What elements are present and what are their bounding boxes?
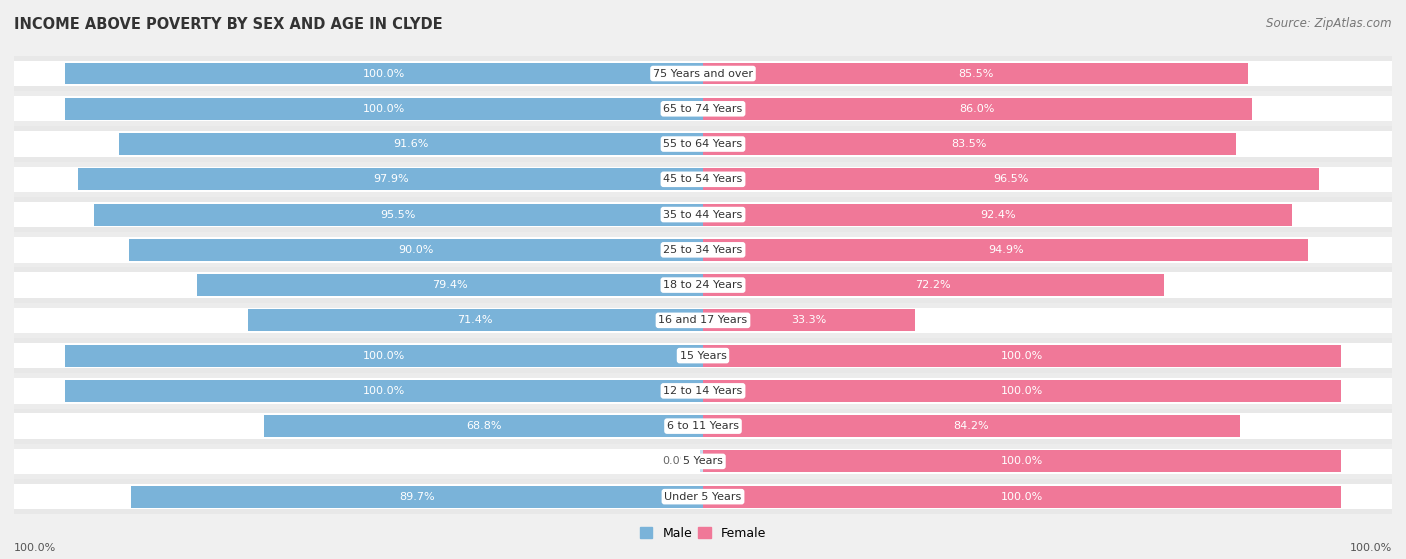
Bar: [1, 91, 1405, 126]
Bar: [703, 310, 915, 331]
Bar: [1, 162, 1405, 197]
Bar: [703, 63, 1249, 84]
Bar: [1, 444, 1405, 479]
Text: 0.0%: 0.0%: [662, 456, 690, 466]
Bar: [1, 237, 1405, 263]
Text: 92.4%: 92.4%: [980, 210, 1015, 220]
Text: 71.4%: 71.4%: [457, 315, 494, 325]
Text: 100.0%: 100.0%: [363, 104, 405, 114]
Bar: [703, 133, 1236, 155]
Bar: [65, 380, 703, 402]
Bar: [703, 415, 1240, 437]
Bar: [65, 345, 703, 367]
Text: 33.3%: 33.3%: [792, 315, 827, 325]
Bar: [1, 303, 1405, 338]
Text: 95.5%: 95.5%: [381, 210, 416, 220]
Bar: [118, 133, 703, 155]
Text: 89.7%: 89.7%: [399, 492, 434, 501]
Bar: [1, 484, 1405, 509]
Text: 15 Years: 15 Years: [679, 350, 727, 361]
Text: 72.2%: 72.2%: [915, 280, 950, 290]
Bar: [703, 203, 1292, 225]
Text: 25 to 34 Years: 25 to 34 Years: [664, 245, 742, 255]
Bar: [197, 274, 703, 296]
Text: 100.0%: 100.0%: [14, 543, 56, 553]
Bar: [1, 479, 1405, 514]
Text: 100.0%: 100.0%: [363, 386, 405, 396]
Legend: Male, Female: Male, Female: [636, 522, 770, 544]
Bar: [700, 451, 703, 472]
Text: 16 and 17 Years: 16 and 17 Years: [658, 315, 748, 325]
Text: 6 to 11 Years: 6 to 11 Years: [666, 421, 740, 431]
Bar: [247, 310, 703, 331]
Bar: [1, 232, 1405, 267]
Text: 100.0%: 100.0%: [363, 350, 405, 361]
Text: 97.9%: 97.9%: [373, 174, 409, 184]
Bar: [1, 272, 1405, 298]
Bar: [703, 168, 1319, 190]
Bar: [703, 98, 1251, 120]
Bar: [79, 168, 703, 190]
Bar: [65, 98, 703, 120]
Text: 96.5%: 96.5%: [993, 174, 1028, 184]
Bar: [1, 338, 1405, 373]
Text: 84.2%: 84.2%: [953, 421, 990, 431]
Text: 83.5%: 83.5%: [952, 139, 987, 149]
Bar: [1, 96, 1405, 121]
Text: 100.0%: 100.0%: [1350, 543, 1392, 553]
Bar: [129, 239, 703, 260]
Bar: [1, 373, 1405, 409]
Bar: [703, 486, 1341, 508]
Text: 45 to 54 Years: 45 to 54 Years: [664, 174, 742, 184]
Bar: [1, 167, 1405, 192]
Bar: [1, 378, 1405, 404]
Text: Source: ZipAtlas.com: Source: ZipAtlas.com: [1267, 17, 1392, 30]
Bar: [1, 307, 1405, 333]
Bar: [1, 202, 1405, 228]
Bar: [1, 414, 1405, 439]
Text: 68.8%: 68.8%: [465, 421, 502, 431]
Text: 5 Years: 5 Years: [683, 456, 723, 466]
Bar: [703, 345, 1341, 367]
Text: 12 to 14 Years: 12 to 14 Years: [664, 386, 742, 396]
Bar: [1, 449, 1405, 474]
Text: 18 to 24 Years: 18 to 24 Years: [664, 280, 742, 290]
Text: 65 to 74 Years: 65 to 74 Years: [664, 104, 742, 114]
Text: 94.9%: 94.9%: [988, 245, 1024, 255]
Text: 79.4%: 79.4%: [432, 280, 468, 290]
Bar: [703, 239, 1309, 260]
Bar: [1, 61, 1405, 86]
Text: 35 to 44 Years: 35 to 44 Years: [664, 210, 742, 220]
Text: 100.0%: 100.0%: [1001, 386, 1043, 396]
Bar: [94, 203, 703, 225]
Text: 86.0%: 86.0%: [960, 104, 995, 114]
Bar: [1, 197, 1405, 232]
Bar: [703, 451, 1341, 472]
Text: 55 to 64 Years: 55 to 64 Years: [664, 139, 742, 149]
Text: 91.6%: 91.6%: [394, 139, 429, 149]
Text: INCOME ABOVE POVERTY BY SEX AND AGE IN CLYDE: INCOME ABOVE POVERTY BY SEX AND AGE IN C…: [14, 17, 443, 32]
Bar: [1, 343, 1405, 368]
Bar: [264, 415, 703, 437]
Text: Under 5 Years: Under 5 Years: [665, 492, 741, 501]
Text: 90.0%: 90.0%: [398, 245, 433, 255]
Bar: [1, 267, 1405, 303]
Text: 75 Years and over: 75 Years and over: [652, 69, 754, 78]
Bar: [703, 274, 1164, 296]
Text: 85.5%: 85.5%: [957, 69, 994, 78]
Bar: [1, 409, 1405, 444]
Bar: [1, 131, 1405, 157]
Bar: [703, 380, 1341, 402]
Bar: [65, 63, 703, 84]
Text: 100.0%: 100.0%: [363, 69, 405, 78]
Bar: [1, 56, 1405, 91]
Text: 100.0%: 100.0%: [1001, 492, 1043, 501]
Text: 100.0%: 100.0%: [1001, 456, 1043, 466]
Text: 100.0%: 100.0%: [1001, 350, 1043, 361]
Bar: [1, 126, 1405, 162]
Bar: [131, 486, 703, 508]
